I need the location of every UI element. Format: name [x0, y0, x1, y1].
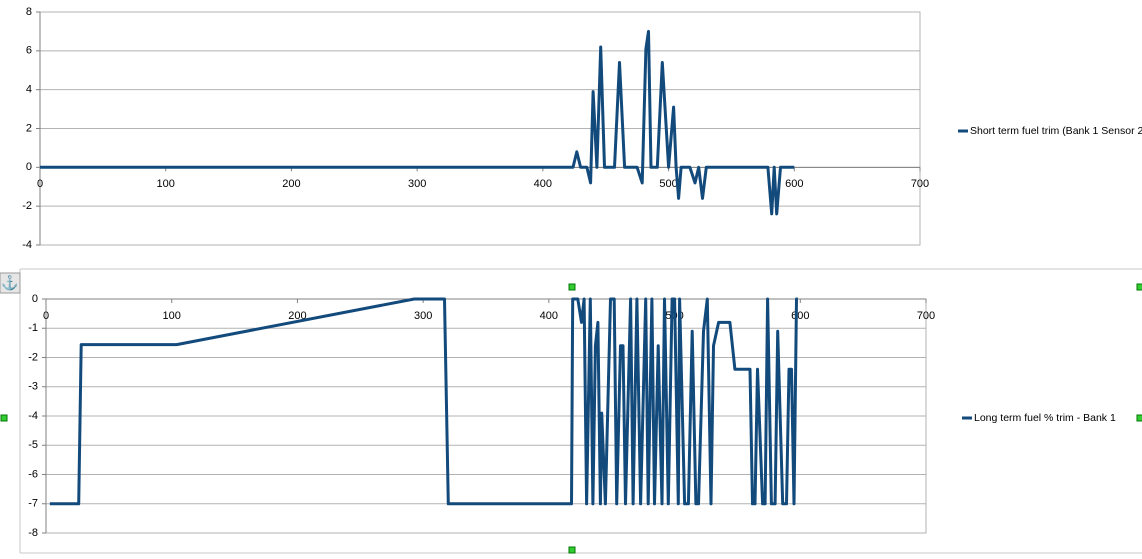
- x-tick-label: 700: [917, 310, 935, 322]
- anchor-icon[interactable]: [0, 272, 21, 294]
- y-tick-label: -2: [22, 200, 32, 212]
- x-tick-label: 300: [408, 178, 426, 190]
- handle[interactable]: [1136, 283, 1142, 291]
- y-tick-label: 0: [26, 161, 32, 173]
- y-tick-label: 2: [26, 122, 32, 134]
- x-tick-label: 400: [540, 310, 558, 322]
- x-tick-label: 600: [785, 178, 803, 190]
- handle[interactable]: [568, 546, 576, 554]
- data-line: [40, 29, 795, 216]
- y-tick-label: 4: [26, 84, 32, 96]
- data-line: [49, 297, 798, 506]
- y-tick-label: -3: [28, 381, 38, 393]
- y-tick-label: -6: [28, 468, 38, 480]
- x-tick-label: 100: [157, 178, 175, 190]
- y-tick-label: -8: [28, 527, 38, 539]
- x-tick-label: 0: [43, 310, 49, 322]
- x-tick-label: 200: [282, 178, 300, 190]
- x-tick-label: 0: [37, 178, 43, 190]
- x-tick-label: 500: [659, 178, 677, 190]
- y-tick-label: 8: [26, 6, 32, 18]
- handle[interactable]: [1136, 414, 1142, 422]
- y-tick-label: -4: [28, 410, 38, 422]
- legend-text: Long term fuel % trim - Bank 1: [974, 412, 1116, 424]
- y-tick-label: 0: [32, 293, 38, 305]
- y-tick-label: -5: [28, 439, 38, 451]
- anchor-glyph: ⚓: [1, 275, 18, 292]
- y-tick-label: -2: [28, 351, 38, 363]
- y-tick-label: -7: [28, 498, 38, 510]
- y-tick-label: -4: [22, 239, 32, 251]
- x-tick-label: 700: [911, 178, 929, 190]
- y-tick-label: -1: [28, 322, 38, 334]
- legend-text: Short term fuel trim (Bank 1 Sensor 2: [970, 125, 1142, 137]
- handle[interactable]: [0, 414, 8, 422]
- x-tick-label: 600: [791, 310, 809, 322]
- x-tick-label: 200: [288, 310, 306, 322]
- handle[interactable]: [568, 283, 576, 291]
- y-tick-label: 6: [26, 45, 32, 57]
- x-tick-label: 300: [414, 310, 432, 322]
- sheet-decor: [19, 268, 1142, 554]
- x-tick-label: 400: [534, 178, 552, 190]
- x-tick-label: 100: [163, 310, 181, 322]
